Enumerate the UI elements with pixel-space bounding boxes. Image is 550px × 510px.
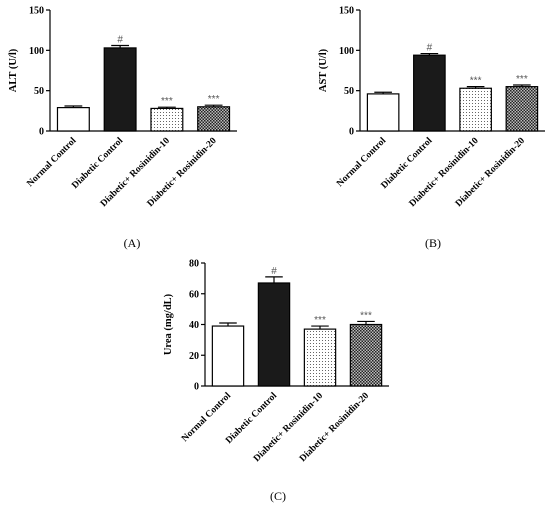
panel-label: (A)	[124, 236, 141, 250]
y-tick-label: 0	[39, 127, 44, 138]
y-tick-label: 60	[189, 289, 199, 300]
y-tick-label: 0	[194, 382, 199, 393]
y-tick-label: 150	[29, 6, 44, 17]
significance-label: ***	[314, 315, 326, 326]
bar-diabetic-rosinidin-20	[197, 106, 231, 132]
significance-label: ***	[208, 94, 220, 105]
bar-normal-control	[366, 93, 400, 132]
bar-diabetic-control	[413, 54, 446, 132]
y-tick-label: 100	[29, 46, 44, 57]
y-tick-label: 50	[344, 86, 354, 97]
significance-label: ***	[516, 74, 528, 85]
y-tick-label: 100	[339, 46, 354, 57]
panel-label: (C)	[270, 489, 286, 503]
bar-diabetic-rosinidin-10	[459, 87, 492, 132]
significance-label: #	[427, 43, 433, 54]
x-category-label: Normal Control	[335, 136, 388, 189]
bar-diabetic-rosinidin-20	[349, 323, 383, 387]
bar-diabetic-rosinidin-20	[505, 86, 539, 132]
y-axis-title: Urea (mg/dL)	[163, 293, 174, 355]
y-tick-label: 50	[34, 86, 44, 97]
bar-diabetic-rosinidin-10	[303, 328, 337, 387]
bar-normal-control	[56, 107, 90, 132]
y-tick-label: 0	[349, 127, 354, 138]
y-tick-label: 80	[189, 259, 199, 270]
bar-diabetic-control	[257, 282, 291, 387]
bar-normal-control	[211, 325, 245, 387]
x-category-label: Normal Control	[180, 391, 233, 444]
y-axis-title: AST (U/l)	[318, 48, 329, 92]
y-axis-title: ALT (U/l)	[8, 48, 19, 92]
significance-label: ***	[360, 310, 372, 321]
x-category-label: Normal Control	[25, 136, 78, 189]
significance-label: ***	[470, 76, 482, 87]
significance-label: #	[271, 266, 277, 277]
significance-label: ***	[161, 96, 173, 107]
y-tick-label: 40	[189, 320, 199, 331]
significance-label: #	[117, 34, 123, 45]
y-tick-label: 20	[189, 351, 199, 362]
panel-label: (B)	[425, 236, 441, 250]
bar-diabetic-control	[103, 47, 137, 132]
bar-diabetic-rosinidin-10	[150, 107, 184, 132]
y-tick-label: 150	[339, 6, 354, 17]
